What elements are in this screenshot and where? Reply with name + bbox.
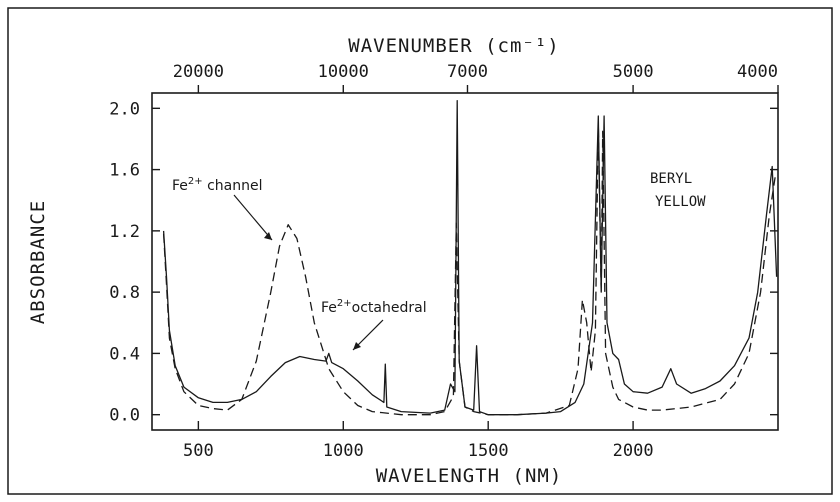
top-axis-title: WAVENUMBER (cm⁻¹) [348, 35, 559, 57]
outer-frame [7, 7, 833, 495]
top-axis: 20000 10000 7000 5000 4000 [173, 62, 779, 93]
annotation-arrowhead-fe-octahedral [353, 342, 361, 350]
annotation-arrow-fe-channel [233, 194, 273, 241]
top-tick-label: 20000 [173, 62, 224, 82]
y-axis-title: ABSORBANCE [27, 200, 49, 324]
x-tick-label: 500 [183, 441, 214, 461]
top-tick-label: 10000 [318, 62, 369, 82]
x-tick-label: 1000 [323, 441, 364, 461]
y-tick-label: 2.0 [109, 99, 140, 119]
y-tick-label: 0.8 [109, 283, 140, 303]
y-tick-label: 1.2 [109, 222, 140, 242]
top-tick-label: 5000 [613, 62, 654, 82]
annotation-beryl: BERYL [650, 171, 692, 187]
series-line-dashed [162, 122, 776, 416]
y-tick-label: 0.4 [109, 344, 140, 364]
annotation-fe-octahedral: Fe2+octahedral [321, 298, 427, 316]
annotation-arrowhead-fe-channel [264, 232, 272, 240]
x-tick-label: 2000 [613, 441, 654, 461]
top-tick-label: 7000 [447, 62, 488, 82]
top-tick-label: 4000 [737, 62, 778, 82]
annotation-yellow: YELLOW [655, 194, 706, 210]
series-layer [162, 100, 778, 416]
x-axis: 500 1000 1500 2000 [183, 421, 654, 461]
x-tick-label: 1500 [468, 441, 509, 461]
plot-frame [151, 92, 779, 431]
annotation-fe-channel: Fe2+ channel [172, 176, 263, 194]
x-axis-title: WAVELENGTH (NM) [376, 465, 563, 487]
y-tick-label: 1.6 [109, 161, 140, 181]
series-line-solid [162, 100, 778, 416]
y-axis: 0.0 0.4 0.8 1.2 1.6 2.0 [109, 99, 778, 426]
y-tick-label: 0.0 [109, 406, 140, 426]
